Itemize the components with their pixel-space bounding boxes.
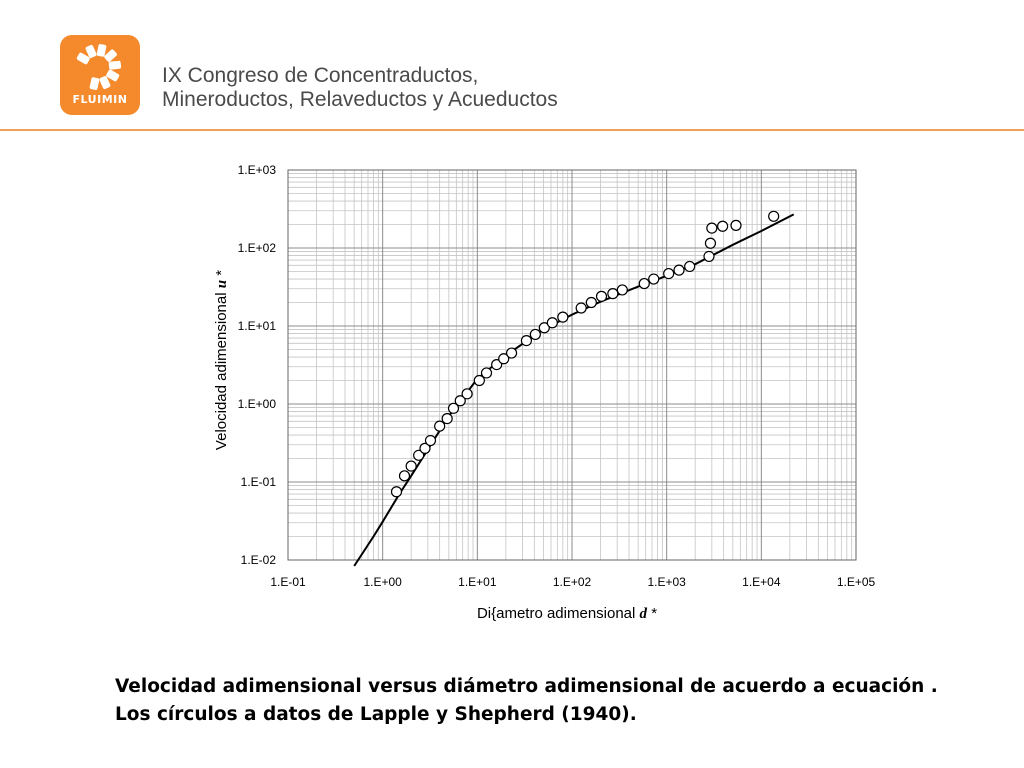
fluimin-logo-icon (60, 35, 140, 115)
data-point (538, 322, 550, 334)
data-points (390, 210, 780, 498)
data-point (480, 367, 493, 379)
velocity-diameter-chart: 1.E-01 1.E+00 1.E+01 1.E+02 1.E+03 1.E+04 1.E+… (213, 163, 876, 622)
x-axis-label: Di{ametro adimensional d * (477, 605, 657, 622)
data-point (529, 328, 541, 341)
x-tick-label: 1.E+03 (647, 575, 686, 589)
data-point (461, 388, 473, 400)
x-tick-label: 1.E-01 (270, 575, 306, 589)
x-tick-label: 1.E+01 (458, 575, 497, 589)
y-tick-label: 1.E+02 (238, 241, 277, 255)
data-point (441, 412, 453, 425)
x-tick-label: 1.E+05 (837, 575, 876, 589)
data-point (498, 353, 510, 365)
data-point (454, 395, 466, 407)
data-point (419, 442, 431, 454)
data-point (673, 264, 685, 276)
data-point (434, 420, 446, 432)
data-point (663, 267, 675, 280)
data-point (706, 222, 718, 234)
data-point (607, 288, 619, 300)
title-line-1: IX Congreso de Concentraductos, (162, 64, 479, 87)
y-axis-label: Velocidad adimensional u * (213, 270, 230, 450)
data-point (595, 290, 608, 302)
data-point (398, 470, 411, 482)
logo-text: FLUIMIN (72, 93, 128, 106)
congress-title: IX Congreso de Concentraductos, Minerodu… (162, 64, 558, 112)
data-point (405, 460, 417, 472)
y-tick-label: 1.E+00 (238, 397, 277, 411)
data-point (616, 284, 628, 296)
data-point (704, 237, 717, 249)
data-point (557, 311, 569, 323)
data-point (473, 374, 485, 387)
y-tick-labels: 1.E-02 1.E-01 1.E+00 1.E+01 1.E+02 1.E+03 (238, 163, 277, 567)
data-point (730, 219, 742, 231)
data-point (424, 434, 437, 447)
y-tick-label: 1.E-02 (241, 553, 277, 567)
x-tick-labels: 1.E-01 1.E+00 1.E+01 1.E+02 1.E+03 1.E+04 1.E+… (270, 575, 875, 589)
header-divider (0, 129, 1024, 131)
slide-header: FLUIMIN IX Congreso de Concentraductos, … (0, 0, 1024, 132)
data-point (648, 273, 660, 285)
x-tick-label: 1.E+02 (553, 575, 592, 589)
fluimin-logo: FLUIMIN (60, 35, 140, 115)
x-tick-label: 1.E+04 (742, 575, 781, 589)
data-point (768, 210, 780, 222)
figure-caption: Velocidad adimensional versus diámetro a… (115, 673, 995, 729)
data-point (520, 334, 533, 347)
data-point (575, 302, 587, 314)
data-point (703, 250, 715, 263)
data-point (638, 277, 650, 290)
caption-line-1: Velocidad adimensional versus diámetro a… (115, 676, 938, 697)
title-line-2: Mineroductos, Relaveductos y Acueductos (162, 88, 558, 111)
data-point (717, 220, 729, 232)
y-tick-label: 1.E-01 (241, 475, 277, 489)
data-point (546, 317, 558, 329)
y-tick-label: 1.E+03 (238, 163, 277, 177)
data-point (505, 347, 518, 359)
data-point (491, 358, 503, 371)
data-point (390, 486, 403, 498)
data-point (684, 260, 696, 273)
data-point (585, 296, 597, 309)
caption-line-2: Los círculos a datos de Lapple y Shepher… (115, 704, 637, 725)
data-point (413, 449, 425, 461)
y-tick-label: 1.E+01 (238, 319, 277, 333)
plot-area (287, 169, 857, 561)
x-tick-label: 1.E+00 (363, 575, 402, 589)
data-point (447, 402, 460, 414)
